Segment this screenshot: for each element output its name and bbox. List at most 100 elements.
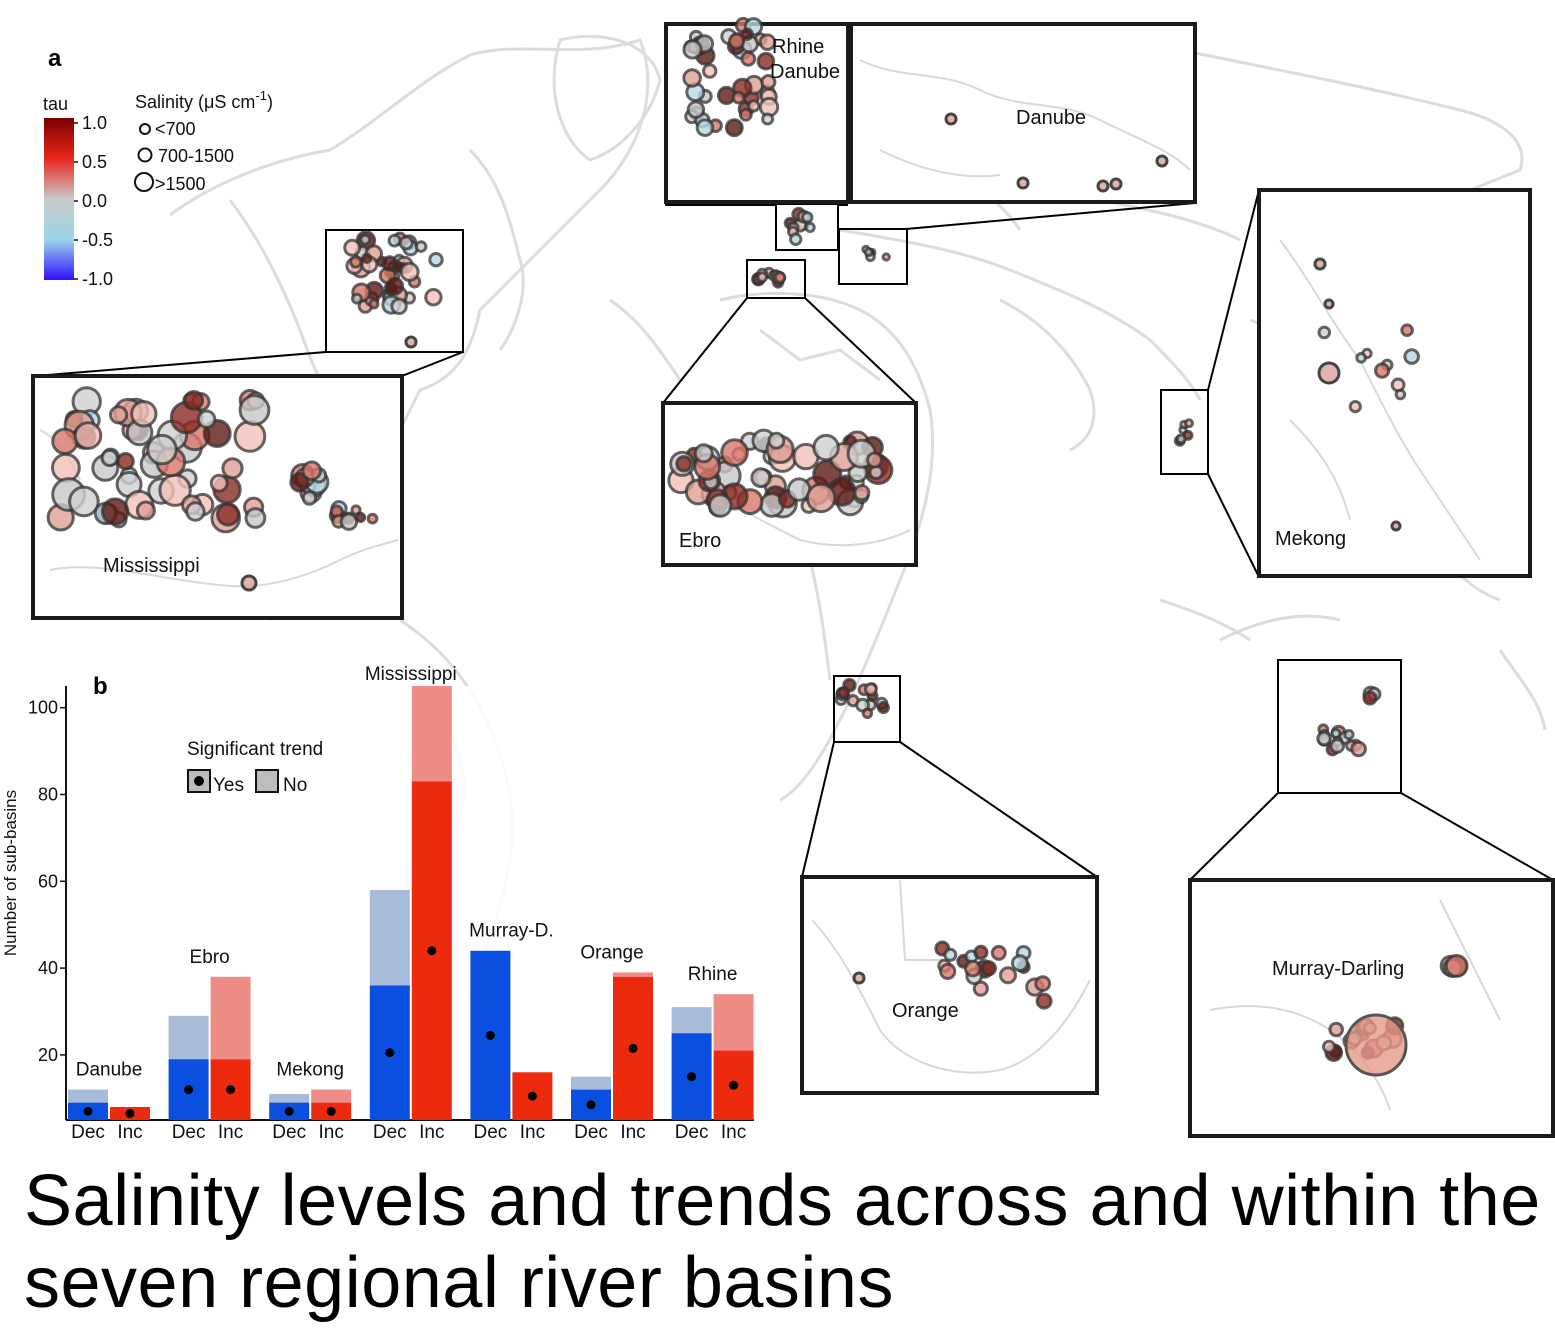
station-circle xyxy=(1011,954,1029,972)
basin-labels: Danube Ebro Mekong Mississippi Murray-D. Oran… xyxy=(76,664,738,1081)
tau-tick-label: 0.0 xyxy=(82,191,107,211)
basin-label: Mekong xyxy=(276,1060,344,1081)
station-circle xyxy=(1329,738,1345,754)
bar-nonsignificant-dec xyxy=(168,1015,209,1060)
station-circle xyxy=(728,32,745,50)
station-circle xyxy=(724,118,744,138)
station-circle xyxy=(1316,730,1332,747)
station-circle xyxy=(740,27,754,41)
station-circle xyxy=(801,211,814,224)
station-circle xyxy=(1016,176,1030,190)
station-circle xyxy=(943,947,958,962)
significance-dot xyxy=(226,1085,236,1095)
station-circle xyxy=(185,501,206,522)
stations xyxy=(46,16,1469,1077)
station-circle xyxy=(361,252,373,264)
inset-connectors xyxy=(34,189,1554,881)
basin-label: Mississippi xyxy=(365,664,457,685)
trend-legend: Significant trend Yes No xyxy=(187,739,323,796)
station-circle xyxy=(100,448,119,468)
station-circle xyxy=(130,400,158,428)
station-circle xyxy=(695,118,715,137)
bar-nonsignificant-inc xyxy=(713,994,754,1051)
station-circle xyxy=(758,33,777,52)
locator-danube xyxy=(838,228,908,285)
station-circle xyxy=(1317,361,1341,385)
label-mekong: Mekong xyxy=(1275,528,1346,550)
panel-b-label: b xyxy=(93,673,108,700)
x-tick-label: Dec xyxy=(272,1122,306,1143)
station-circle xyxy=(1096,179,1110,193)
basin-label: Orange xyxy=(580,942,643,963)
locator-mississippi xyxy=(325,229,464,353)
bar-nonsignificant-dec xyxy=(269,1093,310,1103)
significance-dot xyxy=(527,1091,537,1101)
station-circle xyxy=(404,335,418,349)
station-circle xyxy=(981,960,997,977)
trend-legend-no-swatch xyxy=(255,769,279,793)
station-circle xyxy=(866,451,883,469)
station-circle xyxy=(368,298,380,310)
significance-dot xyxy=(687,1072,697,1082)
station-circle xyxy=(240,574,258,592)
station-circle xyxy=(740,50,757,67)
significance-dot xyxy=(427,946,437,956)
inset-danube xyxy=(849,22,1197,204)
station-circle xyxy=(837,686,851,700)
station-circle xyxy=(881,252,891,262)
locator-orange xyxy=(833,675,901,743)
x-tick-label: Inc xyxy=(218,1122,243,1143)
station-circle xyxy=(366,512,379,525)
station-circle xyxy=(1350,740,1367,758)
station-circle xyxy=(761,112,775,126)
station-circle xyxy=(1035,992,1053,1010)
salinity-legend-large xyxy=(134,172,154,192)
significance-dot xyxy=(729,1080,739,1090)
station-circle xyxy=(414,240,428,253)
station-circle xyxy=(216,502,241,527)
station-circle xyxy=(1323,298,1335,310)
station-circle xyxy=(1034,975,1052,992)
basin-label: Murray-D. xyxy=(469,921,553,942)
station-circle xyxy=(682,39,703,60)
station-circle xyxy=(1343,729,1355,741)
significance-dot xyxy=(385,1048,395,1058)
station-circle xyxy=(233,420,267,453)
station-circle xyxy=(852,971,866,985)
tau-tick-label: 1.0 xyxy=(82,113,107,133)
station-circle xyxy=(339,512,359,531)
x-tick-label: Dec xyxy=(675,1122,709,1143)
salinity-class-low: <700 xyxy=(155,119,196,139)
station-circle xyxy=(1184,418,1194,429)
station-circle xyxy=(863,247,874,258)
station-circle xyxy=(773,271,787,284)
label-mississippi: Mississippi xyxy=(103,555,200,577)
station-circle xyxy=(209,473,229,493)
y-axis-label: Number of sub-basins xyxy=(1,790,20,956)
x-tick-label: Inc xyxy=(419,1122,444,1143)
salinity-class-high: >1500 xyxy=(155,174,206,194)
y-tick-label: 20 xyxy=(38,1045,58,1065)
station-circle xyxy=(354,511,367,524)
station-circle xyxy=(183,390,205,411)
station-circle xyxy=(812,433,840,462)
x-tick-label: Inc xyxy=(721,1122,746,1143)
y-tick-label: 80 xyxy=(38,785,58,805)
trend-legend-yes-dot xyxy=(194,776,204,786)
significance-dot xyxy=(284,1106,294,1116)
x-tick-label: Dec xyxy=(373,1122,407,1143)
salinity-legend-medium xyxy=(137,147,153,163)
station-circle xyxy=(675,455,693,473)
station-circle xyxy=(424,288,443,307)
station-circle xyxy=(1322,1039,1336,1054)
station-circle xyxy=(1403,348,1420,365)
y-tick-label: 60 xyxy=(38,871,58,891)
station-circle xyxy=(750,467,772,489)
station-circle xyxy=(221,457,244,480)
station-circle xyxy=(944,112,958,126)
station-circle-large xyxy=(1344,1013,1408,1077)
panel-a-label: a xyxy=(48,45,62,72)
significance-dot xyxy=(628,1043,638,1053)
basin-label: Danube xyxy=(76,1060,143,1081)
station-circle xyxy=(343,238,362,257)
